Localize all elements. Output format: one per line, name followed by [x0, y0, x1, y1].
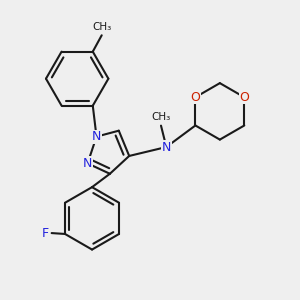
Text: O: O: [239, 91, 249, 104]
Text: O: O: [190, 91, 200, 104]
Text: CH₃: CH₃: [92, 22, 111, 32]
Text: N: N: [83, 157, 92, 170]
Text: F: F: [42, 226, 49, 240]
Text: CH₃: CH₃: [152, 112, 171, 122]
Text: N: N: [162, 140, 171, 154]
Text: N: N: [92, 130, 101, 143]
